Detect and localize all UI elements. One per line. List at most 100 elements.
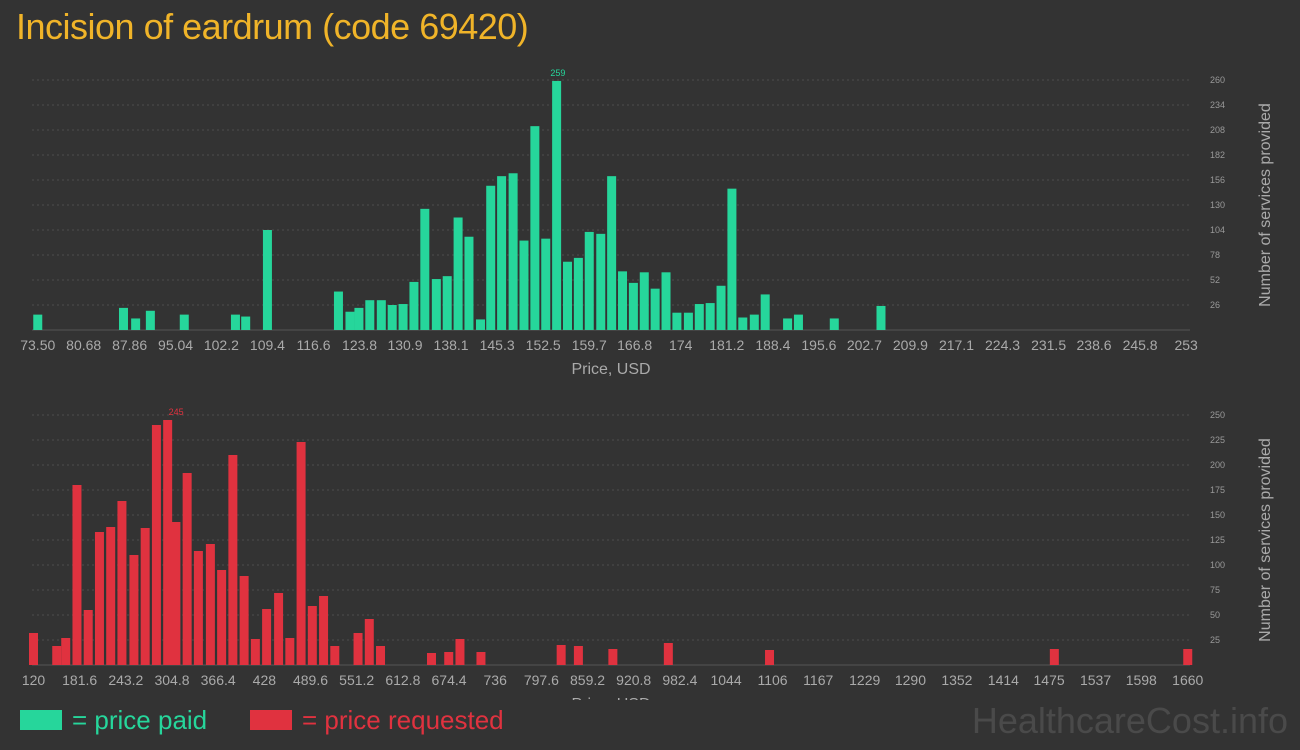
- requested-x-tick-label: 1352: [941, 672, 972, 688]
- paid-x-tick-label: 152.5: [526, 337, 561, 353]
- paid-x-tick-label: 102.2: [204, 337, 239, 353]
- paid-bar: [530, 126, 540, 331]
- paid-y-tick-label: 156: [1210, 175, 1225, 185]
- requested-y-tick-label: 25: [1210, 635, 1220, 645]
- price-requested-histogram: 25 50 75 100 125 150 175 200 225 250 245 120 181.6 24…: [22, 407, 1274, 700]
- paid-y-tick-label: 104: [1210, 225, 1225, 235]
- requested-x-tick-label: 428: [253, 672, 277, 688]
- paid-x-tick-label: 217.1: [939, 337, 974, 353]
- requested-x-tick-label: 243.2: [108, 672, 143, 688]
- paid-bar: [584, 231, 594, 330]
- requested-bar: [307, 606, 317, 665]
- paid-bar: [398, 304, 408, 330]
- paid-bar: [552, 80, 562, 330]
- requested-x-tick-label: 366.4: [201, 672, 236, 688]
- requested-bar: [182, 473, 192, 665]
- requested-y-tick-label: 125: [1210, 535, 1225, 545]
- paid-bar: [475, 319, 485, 330]
- paid-x-tick-label: 145.3: [480, 337, 515, 353]
- requested-x-tick-label: 1106: [757, 672, 787, 688]
- requested-bar: [171, 522, 181, 665]
- paid-bar: [519, 240, 529, 330]
- paid-bar: [354, 307, 364, 330]
- paid-y-tick-label: 52: [1210, 275, 1220, 285]
- requested-bar: [285, 638, 295, 665]
- requested-bar: [353, 633, 363, 665]
- paid-bar: [596, 233, 606, 330]
- paid-x-tick-label: 116.6: [297, 337, 331, 353]
- requested-bar: [217, 570, 227, 665]
- requested-bar: [608, 649, 618, 665]
- paid-bar: [562, 261, 572, 330]
- paid-bar: [131, 318, 141, 330]
- requested-bar: [163, 420, 173, 665]
- requested-bar: [151, 425, 161, 665]
- paid-bar: [607, 176, 617, 330]
- paid-bar: [783, 318, 793, 330]
- paid-x-tick-label: 87.86: [112, 337, 147, 353]
- requested-bar: [193, 551, 203, 665]
- paid-x-tick-label: 138.1: [434, 337, 469, 353]
- paid-bar: [453, 217, 463, 330]
- requested-x-axis-title: Price, USD: [571, 696, 650, 700]
- requested-bar: [239, 576, 249, 665]
- requested-x-tick-label: 674.4: [432, 672, 467, 688]
- requested-bar: [1049, 649, 1059, 665]
- requested-bar: [61, 638, 71, 665]
- paid-bar: [650, 288, 660, 330]
- paid-bar: [179, 314, 189, 330]
- paid-x-tick-label: 238.6: [1077, 337, 1112, 353]
- paid-x-tick-label: 245.8: [1123, 337, 1158, 353]
- paid-bar: [694, 304, 704, 330]
- paid-bar: [387, 305, 397, 330]
- requested-x-tick-label: 982.4: [662, 672, 697, 688]
- requested-bar: [573, 646, 583, 665]
- requested-x-tick-label: 1475: [1034, 672, 1065, 688]
- requested-bar: [83, 610, 93, 665]
- paid-bar: [118, 307, 128, 330]
- paid-y-tick-label: 26: [1210, 300, 1220, 310]
- paid-bar: [639, 272, 649, 330]
- requested-y-axis-title: Number of services provided: [1257, 438, 1274, 642]
- requested-bar: [330, 646, 340, 665]
- requested-bar: [426, 653, 436, 665]
- requested-bar: [663, 643, 673, 665]
- requested-x-tick-label: 489.6: [293, 672, 328, 688]
- requested-bar: [444, 652, 454, 665]
- price-paid-histogram: 26 52 78 104 130 156 182 208 234 260 259 73.50 80.68…: [20, 68, 1274, 378]
- requested-x-tick-label: 797.6: [524, 672, 559, 688]
- requested-x-tick-label: 612.8: [385, 672, 420, 688]
- paid-bar: [829, 318, 839, 330]
- paid-x-tick-label: 166.8: [617, 337, 652, 353]
- requested-bar: [72, 485, 82, 665]
- paid-bar: [683, 312, 693, 330]
- requested-bar: [364, 619, 374, 665]
- paid-bar: [409, 281, 419, 330]
- paid-y-tick-label: 130: [1210, 200, 1225, 210]
- requested-bar: [117, 501, 127, 665]
- paid-bar: [230, 314, 240, 330]
- paid-bar: [541, 238, 551, 330]
- legend-price-requested: = price requested: [250, 704, 504, 736]
- page-title: Incision of eardrum (code 69420): [16, 6, 529, 47]
- requested-y-tick-label: 225: [1210, 435, 1225, 445]
- requested-bar: [228, 455, 238, 665]
- paid-bar: [497, 176, 507, 330]
- requested-x-tick-label: 304.8: [154, 672, 189, 688]
- paid-x-tick-label: 159.7: [572, 337, 607, 353]
- paid-bar: [486, 185, 496, 330]
- paid-bar: [241, 316, 251, 330]
- requested-x-tick-label: 1167: [803, 672, 833, 688]
- requested-x-tick-label: 920.8: [616, 672, 651, 688]
- paid-y-tick-label: 208: [1210, 125, 1225, 135]
- paid-bar: [716, 285, 726, 330]
- legend-label-paid: = price paid: [72, 704, 208, 735]
- paid-bar: [727, 188, 737, 330]
- paid-x-tick-label: 109.4: [250, 337, 285, 353]
- paid-x-tick-label: 195.6: [801, 337, 836, 353]
- paid-bar: [365, 300, 375, 330]
- paid-x-tick-label: 95.04: [158, 337, 193, 353]
- paid-y-tick-label: 182: [1210, 150, 1225, 160]
- paid-bar: [876, 305, 886, 330]
- paid-y-tick-label: 234: [1210, 100, 1225, 110]
